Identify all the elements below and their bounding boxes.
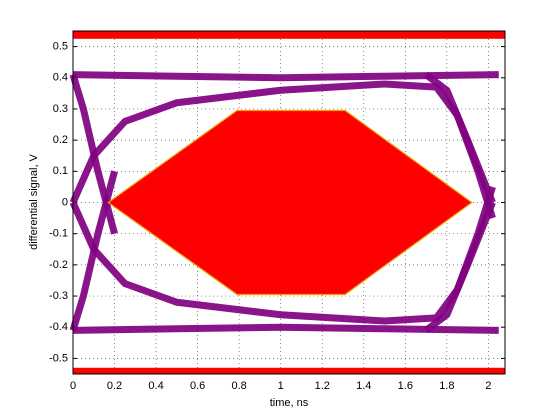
x-axis-label: time, ns [270,397,309,409]
eye-mask [107,109,473,296]
eye-trace [72,323,499,334]
eye-trace [69,170,118,332]
y-tick-label: 0.2 [53,134,68,146]
x-tick-label: 1.6 [398,380,413,392]
y-tick-label: -0.4 [49,321,68,333]
y-axis-label: differential signal, V [28,153,40,249]
mask-band [73,31,505,39]
y-tick-label: 0.3 [53,103,68,115]
eye-trace [423,71,496,204]
x-tick-label: 0 [70,380,76,392]
y-tick-label: 0 [62,196,68,208]
x-tick-label: 1.8 [439,380,454,392]
eye-trace [423,201,496,334]
y-tick-label: 0.1 [53,165,68,177]
x-tick-label: 1.2 [315,380,330,392]
x-tick-label: 0.4 [148,380,163,392]
x-tick-label: 1 [278,380,284,392]
y-tick-label: -0.5 [49,352,68,364]
x-tick-label: 0.8 [232,380,247,392]
x-tick-label: 2 [485,380,491,392]
x-tick-label: 0.6 [190,380,205,392]
x-tick-label: 1.4 [356,380,371,392]
y-tick-label: -0.2 [49,259,68,271]
y-tick-label: 0.5 [53,40,68,52]
y-tick-label: -0.1 [49,228,68,240]
mask-band [73,367,505,374]
y-tick-label: 0.4 [53,72,68,84]
x-tick-label: 0.2 [107,380,122,392]
axes-frame [72,30,506,375]
y-tick-label: -0.3 [49,290,68,302]
eye-trace [72,71,499,82]
